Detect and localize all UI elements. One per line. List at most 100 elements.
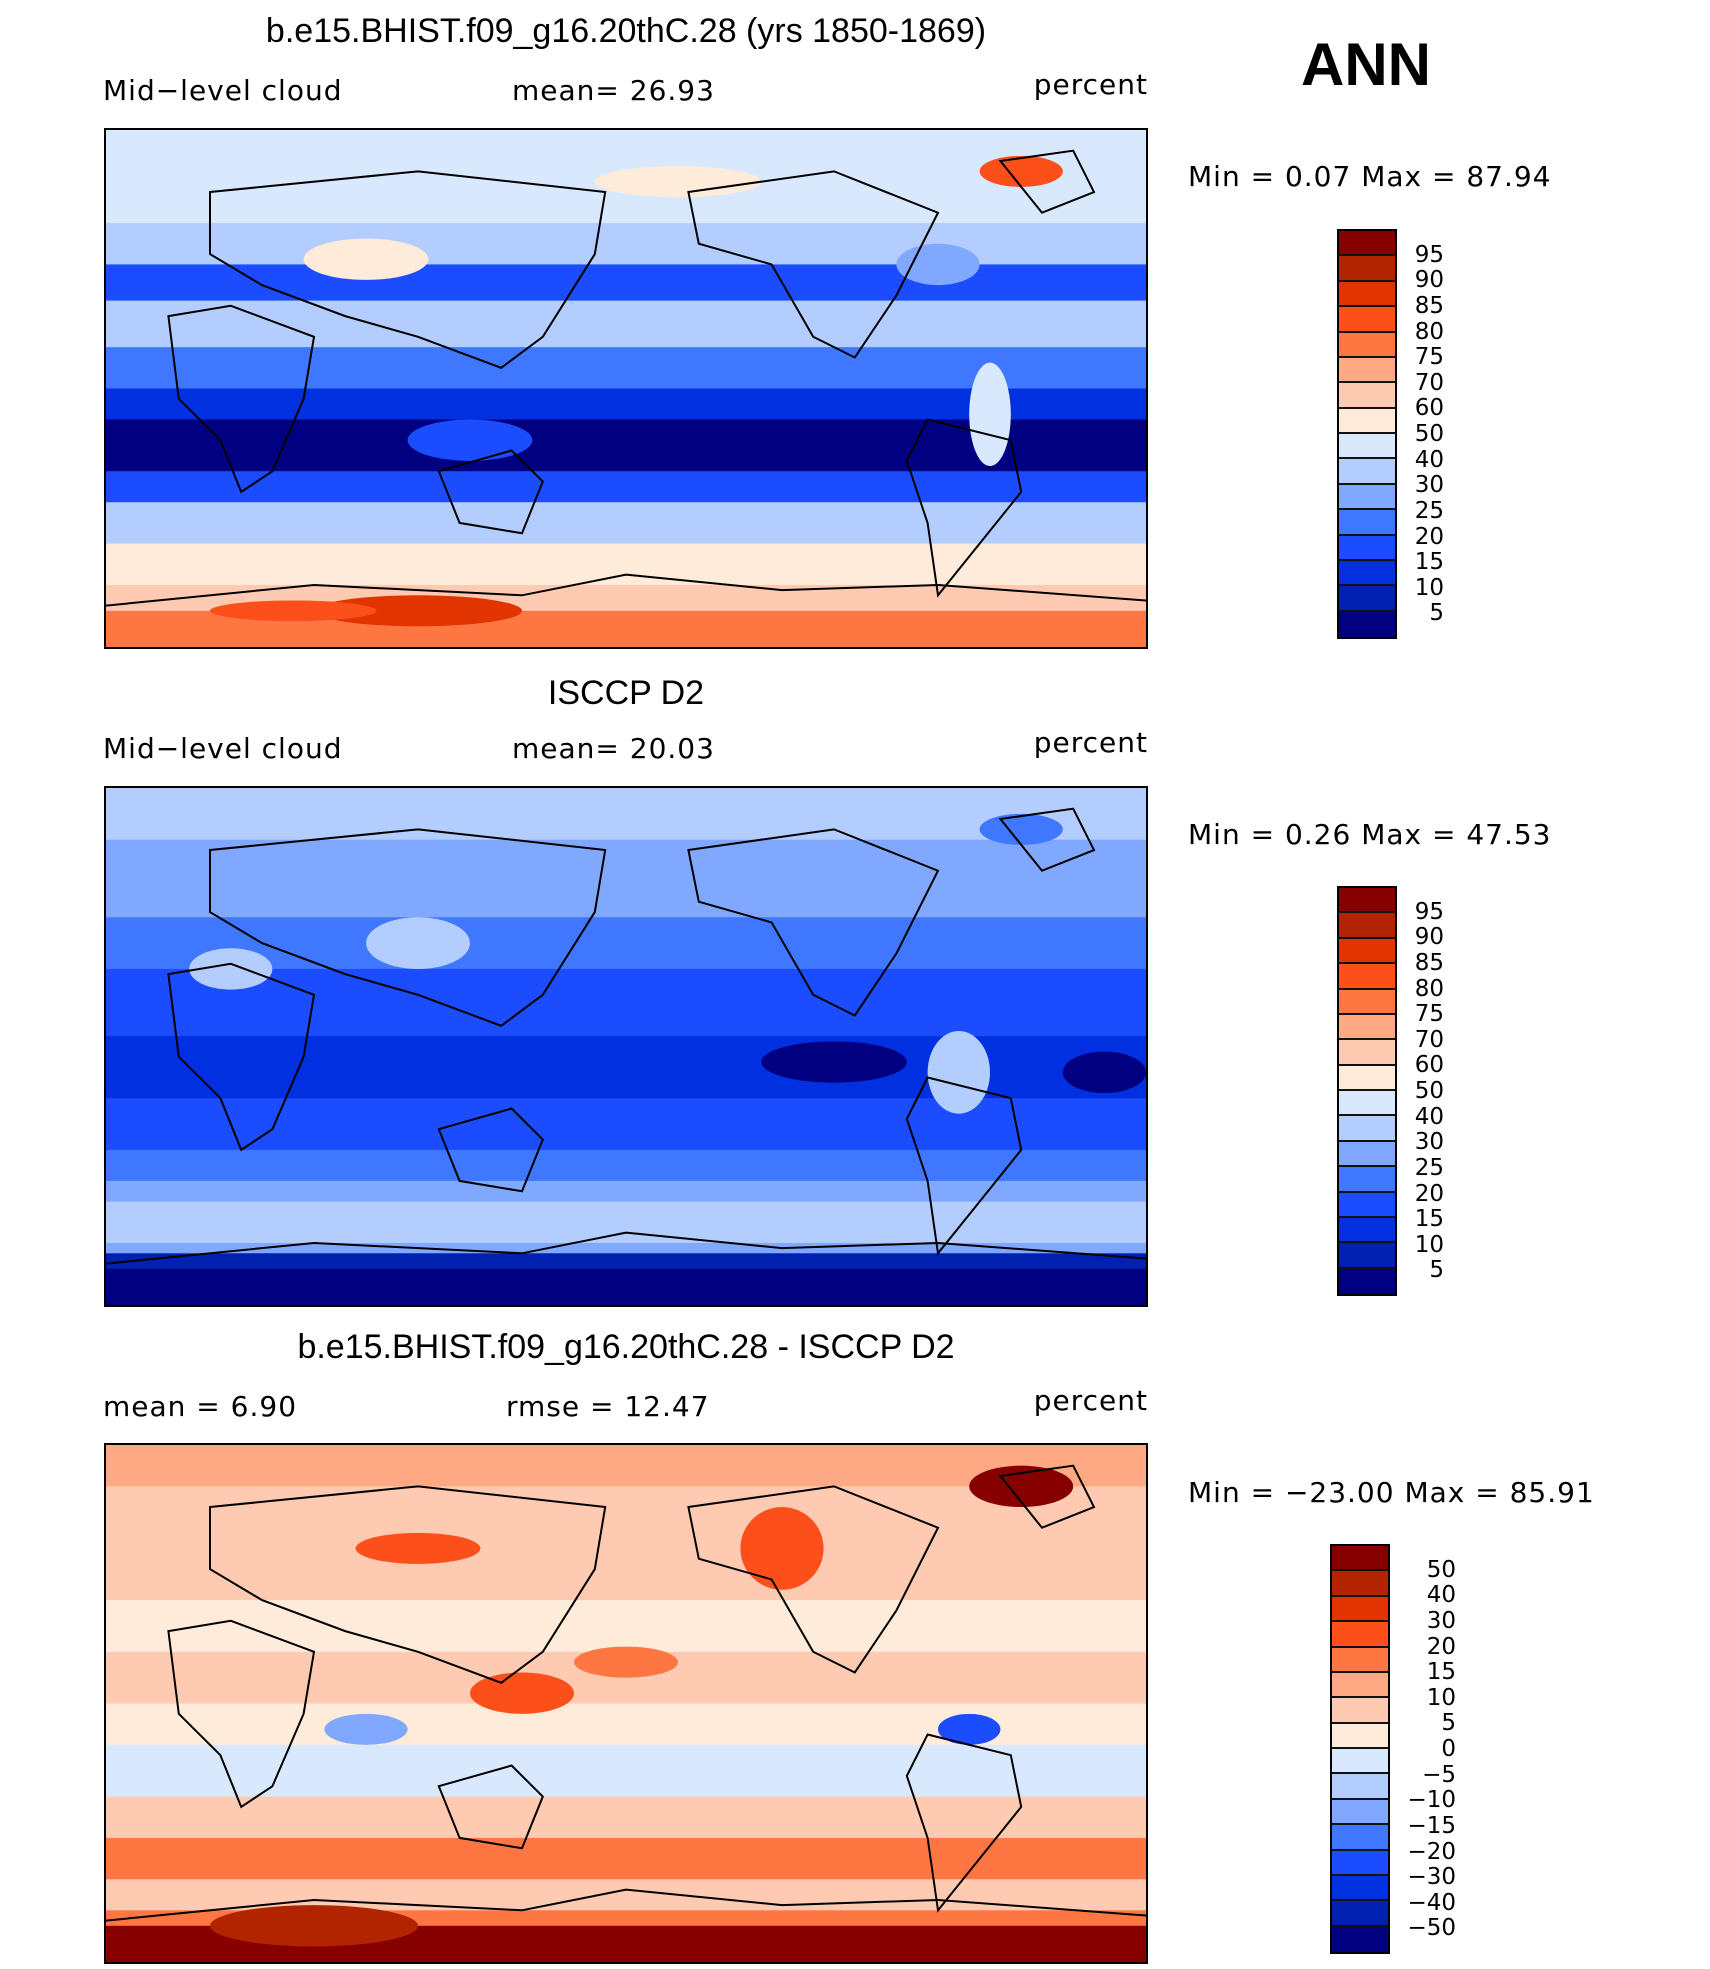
colorbar-tick-label: 20 [1426, 1633, 1456, 1660]
coastline [106, 1890, 1146, 1921]
coastline [907, 1078, 1021, 1254]
field-anomaly [574, 1646, 678, 1678]
season-label: ANN [1301, 31, 1431, 98]
field-anomaly [896, 243, 980, 286]
field-anomaly [761, 1041, 907, 1083]
colorbar-swatch [1339, 510, 1395, 536]
colorbar-swatch [1339, 1091, 1395, 1117]
colorbar-tick-label: 90 [1414, 267, 1444, 294]
colorbar-swatch [1339, 611, 1395, 637]
colorbar-swatch [1339, 1167, 1395, 1193]
colorbar-swatch [1332, 1799, 1388, 1826]
coastline [168, 1621, 314, 1807]
colorbar-swatch [1339, 1243, 1395, 1269]
colorbar-swatch [1339, 1192, 1395, 1218]
field-anomaly [740, 1507, 824, 1590]
colorbar-tick-label: −40 [1407, 1889, 1456, 1916]
coastline [210, 829, 605, 1025]
field-anomaly [210, 1905, 418, 1947]
panel3-colorbar-labels: 50 40 30 20 15 10 5 0 −5 −10 −15 −20 −30 −40 −50 [1370, 1544, 1456, 1954]
coastline [106, 575, 1146, 606]
colorbar-swatch [1339, 1065, 1395, 1091]
panel2-colorbar-labels: 95 90 85 80 75 70 60 50 40 30 25 20 15 10 5 [1380, 886, 1444, 1296]
colorbar-swatch [1339, 383, 1395, 409]
panel2-variable: Mid−level cloud [103, 732, 343, 765]
field-band [106, 1879, 1146, 1912]
coastline [1000, 151, 1094, 213]
colorbar-swatch [1332, 1546, 1388, 1572]
field-anomaly [470, 1672, 574, 1714]
coastline [688, 171, 938, 357]
colorbar-swatch [1339, 964, 1395, 990]
field-band [106, 1036, 1146, 1100]
panel3-units: percent [1033, 1384, 1148, 1417]
panel3-minmax: Min = −23.00 Max = 85.91 [1188, 1476, 1595, 1509]
colorbar-tick-label: −5 [1422, 1761, 1456, 1788]
colorbar-swatch [1332, 1622, 1388, 1648]
colorbar-tick-label: 90 [1414, 924, 1444, 951]
colorbar-tick-label: 20 [1414, 523, 1444, 550]
colorbar-tick-label: 30 [1414, 472, 1444, 499]
colorbar-tick-label: 50 [1414, 421, 1444, 447]
colorbar-tick-label: 30 [1426, 1607, 1456, 1634]
colorbar-swatch [1332, 1850, 1388, 1876]
colorbar-swatch [1339, 888, 1395, 914]
field-anomaly [969, 362, 1011, 467]
panel3-mean: mean = 6.90 [103, 1390, 298, 1423]
colorbar-swatch [1332, 1723, 1388, 1749]
colorbar-tick-label: 0 [1441, 1736, 1456, 1762]
colorbar-tick-label: 10 [1426, 1684, 1456, 1711]
coastline [688, 1486, 938, 1672]
coastline [1000, 1466, 1094, 1528]
colorbar-swatch [1332, 1901, 1388, 1927]
field-band [106, 300, 1146, 349]
colorbar-tick-label: 80 [1414, 975, 1444, 1002]
field-band [106, 502, 1146, 545]
colorbar-swatch [1339, 560, 1395, 587]
coastline [1000, 809, 1094, 871]
field-band [106, 264, 1146, 302]
coastline [168, 964, 314, 1150]
colorbar-tick-label: 40 [1414, 1103, 1444, 1130]
field-band [106, 1180, 1146, 1203]
field-band [106, 839, 1146, 919]
panel1-variable: Mid−level cloud [103, 74, 343, 107]
colorbar-swatch [1339, 357, 1395, 384]
field-anomaly [355, 1532, 481, 1564]
field-anomaly [938, 1713, 1001, 1745]
colorbar-tick-label: 75 [1414, 1001, 1444, 1028]
field-band [106, 1201, 1146, 1244]
field-band [106, 968, 1146, 1038]
field-anomaly [314, 595, 522, 627]
colorbar-tick-label: −15 [1407, 1812, 1456, 1839]
field-band [106, 1558, 1146, 1602]
colorbar-swatch [1332, 1749, 1388, 1775]
colorbar-tick-label: 50 [1426, 1556, 1456, 1583]
field-anomaly [927, 1030, 990, 1114]
colorbar-swatch [1339, 913, 1395, 939]
field-anomaly [407, 419, 533, 461]
panel1-colorbar-labels: 95 90 85 80 75 70 60 50 40 30 25 20 15 10 5 [1380, 229, 1444, 639]
colorbar-swatch [1332, 1571, 1388, 1597]
colorbar-swatch [1339, 484, 1395, 511]
colorbar-swatch [1339, 434, 1395, 460]
panel2-mean: mean= 20.03 [512, 732, 715, 765]
colorbar-swatch [1339, 281, 1395, 308]
coastline [907, 1735, 1021, 1911]
colorbar-tick-label: 5 [1441, 1710, 1456, 1737]
colorbar-tick-label: 20 [1414, 1180, 1444, 1207]
colorbar-tick-label: 15 [1426, 1659, 1456, 1686]
colorbar-swatch [1339, 459, 1395, 485]
field-band [106, 1837, 1146, 1881]
panel3-title: b.e15.BHIST.f09_g16.20thC.28 - ISCCP D2 [297, 1328, 955, 1366]
field-anomaly [979, 813, 1063, 845]
colorbar-tick-label: 50 [1414, 1078, 1444, 1104]
colorbar-tick-label: 80 [1414, 318, 1444, 345]
colorbar-tick-label: 25 [1414, 497, 1444, 524]
coastline [439, 451, 543, 534]
colorbar-swatch [1339, 1141, 1395, 1168]
colorbar-tick-label: 60 [1414, 395, 1444, 422]
colorbar-tick-label: 40 [1426, 1582, 1456, 1609]
colorbar-swatch [1339, 256, 1395, 282]
colorbar-swatch [1339, 1040, 1395, 1066]
